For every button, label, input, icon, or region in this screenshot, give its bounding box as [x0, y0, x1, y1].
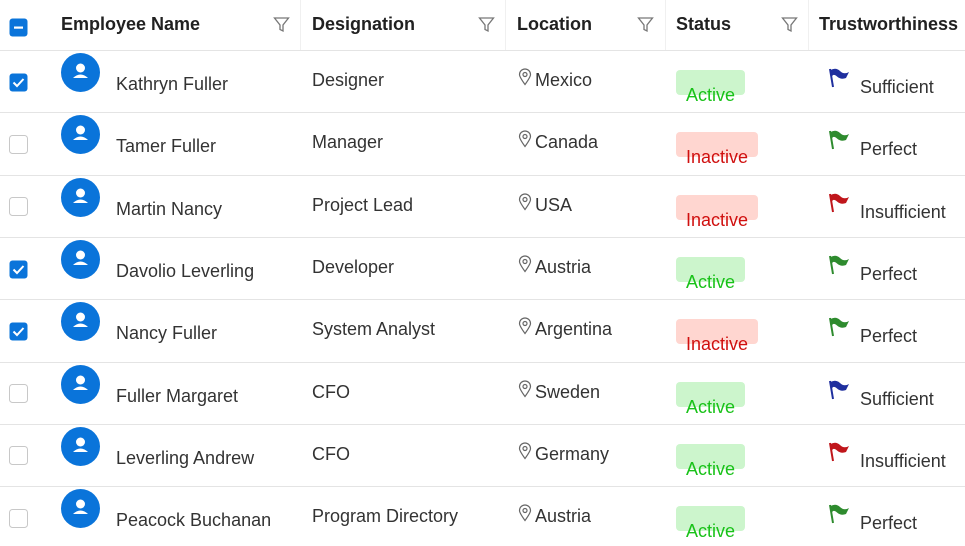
column-separator: [808, 0, 809, 50]
location-pin: [518, 380, 532, 398]
location: Austria: [535, 257, 592, 278]
designation: Developer: [312, 257, 395, 278]
employee-name: Peacock Buchanan: [116, 510, 272, 531]
location-pin: [518, 255, 532, 273]
trust-flag: [829, 68, 849, 88]
trust-flag: [829, 131, 849, 150]
employee-name: Tamer Fuller: [116, 136, 217, 157]
location: Germany: [535, 443, 610, 464]
avatar: [61, 239, 100, 279]
designation: Program Directory: [312, 506, 459, 527]
designation: Manager: [312, 132, 384, 153]
avatar: [61, 302, 100, 342]
row-checkbox[interactable]: [9, 508, 28, 528]
location-pin: [518, 317, 532, 335]
row-border: [0, 174, 965, 176]
status-badge: Active: [676, 257, 746, 292]
trustworthiness: Perfect: [860, 264, 918, 285]
trustworthiness: Sufficient: [860, 388, 934, 409]
filter-icon[interactable]: [781, 16, 798, 33]
avatar: [61, 489, 100, 529]
designation: Project Lead: [312, 194, 414, 215]
trust-flag: [829, 442, 849, 462]
status-badge: Active: [676, 381, 746, 417]
avatar: [61, 364, 100, 404]
designation: CFO: [312, 381, 350, 402]
location-pin: [518, 504, 532, 522]
trustworthiness: Sufficient: [860, 77, 934, 98]
row-border: [0, 236, 965, 238]
designation: CFO: [312, 443, 350, 464]
row-checkbox[interactable]: [9, 446, 28, 466]
trustworthiness: Insufficient: [860, 450, 946, 471]
trustworthiness: Perfect: [860, 139, 918, 160]
location: USA: [535, 194, 573, 215]
trustworthiness: Insufficient: [860, 201, 946, 222]
status-badge: Inactive: [676, 194, 759, 230]
location-pin: [518, 193, 532, 211]
column-header[interactable]: Location: [517, 14, 592, 34]
trust-flag: [829, 380, 849, 399]
location: Argentina: [535, 319, 613, 340]
location: Austria: [535, 506, 592, 527]
row-checkbox[interactable]: [9, 134, 28, 154]
trust-flag: [829, 504, 849, 524]
location: Sweden: [535, 381, 601, 402]
row-border: [0, 486, 965, 488]
trust-flag: [829, 193, 849, 212]
header-border: [0, 50, 965, 51]
employee-name: Leverling Andrew: [116, 447, 255, 468]
status-badge: Active: [676, 70, 746, 105]
trust-flag: [829, 255, 849, 275]
location: Mexico: [535, 70, 593, 91]
avatar: [61, 115, 100, 155]
filter-icon[interactable]: [637, 16, 654, 33]
avatar: [61, 177, 100, 217]
trust-flag: [829, 318, 849, 337]
row-border: [0, 112, 965, 114]
designation: System Analyst: [312, 319, 436, 340]
row-checkbox[interactable]: [9, 197, 28, 217]
location-pin: [518, 130, 532, 148]
trustworthiness: Perfect: [860, 513, 918, 534]
column-header[interactable]: Designation: [312, 14, 416, 34]
filter-icon[interactable]: [478, 16, 495, 33]
column-header[interactable]: Status: [676, 14, 732, 34]
row-border: [0, 423, 965, 425]
select-all-checkbox[interactable]: [9, 18, 28, 37]
avatar: [61, 53, 100, 92]
location-pin: [518, 68, 532, 86]
avatar: [61, 426, 100, 466]
row-checkbox[interactable]: [9, 73, 28, 92]
column-header[interactable]: Trustworthiness: [819, 14, 959, 34]
status-badge: Active: [676, 443, 746, 479]
column-separator: [300, 0, 301, 50]
status-badge: Inactive: [676, 319, 759, 354]
row-border: [0, 299, 965, 301]
column-header[interactable]: Employee Name: [61, 14, 201, 34]
column-separator: [505, 0, 506, 50]
location: Canada: [535, 132, 599, 153]
row-border: [0, 361, 965, 363]
trustworthiness: Perfect: [860, 326, 918, 347]
location-pin: [518, 442, 532, 460]
row-checkbox[interactable]: [9, 384, 28, 404]
employee-name: Kathryn Fuller: [116, 74, 229, 95]
row-checkbox[interactable]: [9, 322, 28, 341]
employee-name: Davolio Leverling: [116, 261, 255, 282]
employee-name: Nancy Fuller: [116, 323, 218, 344]
employee-name: Martin Nancy: [116, 198, 223, 219]
designation: Designer: [312, 70, 385, 91]
column-separator: [665, 0, 666, 50]
filter-icon[interactable]: [273, 16, 290, 33]
employee-name: Fuller Margaret: [116, 385, 239, 406]
status-badge: Active: [676, 506, 746, 541]
row-checkbox[interactable]: [9, 260, 28, 279]
status-badge: Inactive: [676, 132, 759, 167]
